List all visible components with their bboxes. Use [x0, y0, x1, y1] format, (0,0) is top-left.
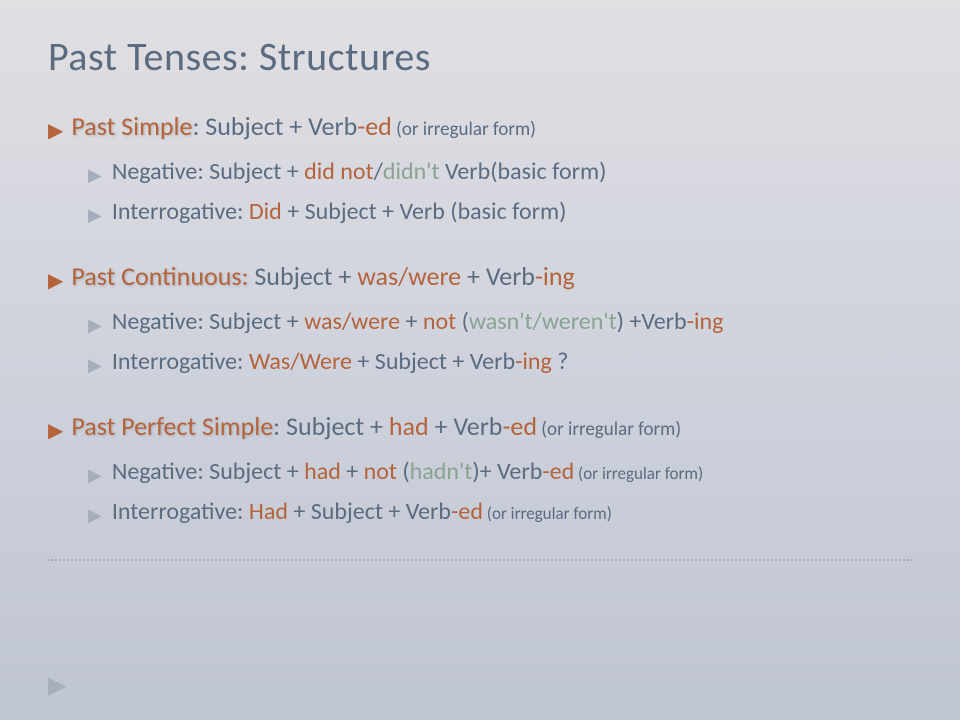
- triangle-icon: ▶: [48, 271, 63, 291]
- past-simple-negative: ▶ Negative: Subject + did not/didn't Ver…: [88, 156, 912, 188]
- past-simple-interrogative: ▶ Interrogative: Did + Subject + Verb (b…: [88, 196, 912, 228]
- triangle-icon: ▶: [48, 121, 63, 141]
- slide-title: Past Tenses: Structures: [48, 32, 912, 81]
- triangle-icon: ▶: [88, 166, 102, 184]
- section-past-perfect: ▶ Past Perfect Simple: Subject + had + V…: [48, 409, 912, 529]
- past-simple-main: ▶ Past Simple: Subject + Verb-ed (or irr…: [48, 109, 912, 144]
- triangle-icon: ▶: [88, 316, 102, 334]
- triangle-icon: ▶: [48, 421, 63, 441]
- past-perfect-interrogative: ▶ Interrogative: Had + Subject + Verb-ed…: [88, 496, 912, 528]
- past-continuous-negative: ▶ Negative: Subject + was/were + not (wa…: [88, 306, 912, 338]
- slide-marker-icon: ▶: [48, 671, 66, 700]
- past-perfect-negative: ▶ Negative: Subject + had + not (hadn't)…: [88, 456, 912, 488]
- slide: Past Tenses: Structures ▶ Past Simple: S…: [0, 0, 960, 529]
- triangle-icon: ▶: [88, 466, 102, 484]
- section-past-simple: ▶ Past Simple: Subject + Verb-ed (or irr…: [48, 109, 912, 229]
- divider-line: [48, 559, 912, 561]
- section-past-continuous: ▶ Past Continuous: Subject + was/were + …: [48, 259, 912, 379]
- past-continuous-interrogative: ▶ Interrogative: Was/Were + Subject + Ve…: [88, 346, 912, 378]
- triangle-icon: ▶: [88, 206, 102, 224]
- triangle-icon: ▶: [88, 356, 102, 374]
- triangle-icon: ▶: [88, 506, 102, 524]
- past-perfect-main: ▶ Past Perfect Simple: Subject + had + V…: [48, 409, 912, 444]
- past-continuous-main: ▶ Past Continuous: Subject + was/were + …: [48, 259, 912, 294]
